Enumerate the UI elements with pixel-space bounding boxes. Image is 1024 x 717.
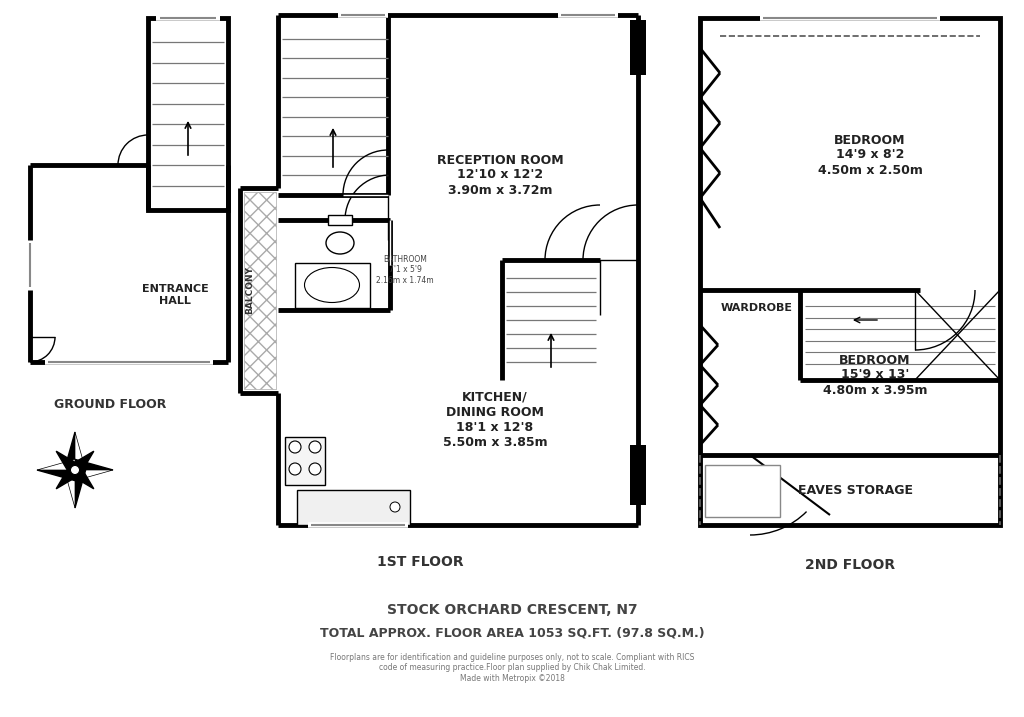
Text: BALCONY: BALCONY bbox=[245, 266, 254, 314]
Text: BATHROOM
7'1 x 5'9
2.16m x 1.74m: BATHROOM 7'1 x 5'9 2.16m x 1.74m bbox=[376, 255, 434, 285]
Polygon shape bbox=[71, 465, 94, 489]
Text: 2ND FLOOR: 2ND FLOOR bbox=[805, 558, 895, 572]
Circle shape bbox=[309, 441, 321, 453]
Text: ENTRANCE
HALL: ENTRANCE HALL bbox=[141, 284, 208, 305]
Text: RECEPTION ROOM
12'10 x 12'2
3.90m x 3.72m: RECEPTION ROOM 12'10 x 12'2 3.90m x 3.72… bbox=[436, 153, 563, 196]
Polygon shape bbox=[65, 432, 75, 470]
Polygon shape bbox=[71, 451, 94, 475]
Polygon shape bbox=[75, 470, 86, 508]
Bar bbox=[148, 18, 228, 210]
Text: 1ST FLOOR: 1ST FLOOR bbox=[377, 555, 463, 569]
Polygon shape bbox=[56, 465, 80, 489]
Polygon shape bbox=[75, 432, 86, 470]
Bar bbox=[295, 263, 370, 308]
Text: EAVES STORAGE: EAVES STORAGE bbox=[798, 483, 912, 496]
Ellipse shape bbox=[326, 232, 354, 254]
Text: GROUND FLOOR: GROUND FLOOR bbox=[54, 399, 166, 412]
Polygon shape bbox=[75, 460, 113, 470]
Circle shape bbox=[289, 441, 301, 453]
Polygon shape bbox=[37, 470, 75, 480]
Circle shape bbox=[309, 463, 321, 475]
Text: KITCHEN/
DINING ROOM
18'1 x 12'8
5.50m x 3.85m: KITCHEN/ DINING ROOM 18'1 x 12'8 5.50m x… bbox=[442, 391, 547, 449]
Polygon shape bbox=[37, 460, 75, 470]
Text: WARDROBE: WARDROBE bbox=[721, 303, 793, 313]
Bar bbox=[700, 18, 1000, 525]
Polygon shape bbox=[75, 470, 113, 480]
Bar bbox=[630, 20, 646, 75]
Polygon shape bbox=[65, 470, 75, 508]
Polygon shape bbox=[56, 451, 80, 475]
Circle shape bbox=[289, 463, 301, 475]
Text: TOTAL APPROX. FLOOR AREA 1053 SQ.FT. (97.8 SQ.M.): TOTAL APPROX. FLOOR AREA 1053 SQ.FT. (97… bbox=[319, 627, 705, 640]
Circle shape bbox=[71, 465, 80, 475]
Text: BEDROOM
15'9 x 13'
4.80m x 3.95m: BEDROOM 15'9 x 13' 4.80m x 3.95m bbox=[822, 353, 928, 397]
Bar bbox=[297, 490, 410, 525]
Bar bbox=[630, 445, 646, 505]
Bar bbox=[328, 215, 352, 225]
Text: BEDROOM
14'9 x 8'2
4.50m x 2.50m: BEDROOM 14'9 x 8'2 4.50m x 2.50m bbox=[817, 133, 923, 176]
Bar bbox=[705, 465, 780, 517]
Bar bbox=[244, 192, 276, 389]
Circle shape bbox=[390, 502, 400, 512]
Text: STOCK ORCHARD CRESCENT, N7: STOCK ORCHARD CRESCENT, N7 bbox=[387, 603, 637, 617]
Ellipse shape bbox=[304, 267, 359, 303]
Text: Floorplans are for identification and guideline purposes only, not to scale. Com: Floorplans are for identification and gu… bbox=[330, 653, 694, 683]
Bar bbox=[285, 437, 325, 485]
